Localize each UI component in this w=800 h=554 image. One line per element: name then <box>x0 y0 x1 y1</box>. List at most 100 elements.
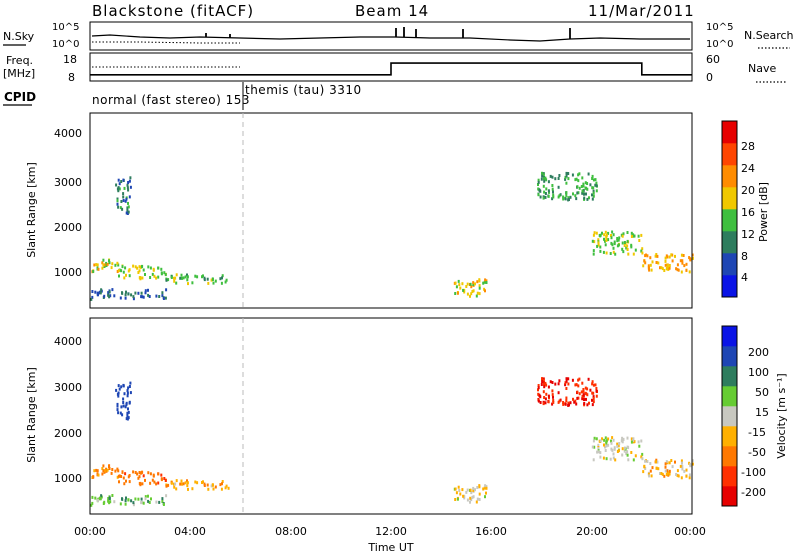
scatter-cell <box>116 270 119 273</box>
scatter-cell <box>537 180 540 184</box>
scatter-cell <box>646 460 649 463</box>
scatter-cell <box>683 469 686 473</box>
scatter-cell <box>163 271 166 275</box>
scatter-cell <box>454 281 457 285</box>
scatter-cell <box>121 291 124 295</box>
scatter-cell <box>538 189 541 192</box>
scatter-cell <box>647 472 650 476</box>
scatter-cell <box>569 195 572 199</box>
scatter-cell <box>605 457 608 461</box>
scatter-cell <box>103 470 106 474</box>
scatter-cell <box>144 495 147 499</box>
scatter-cell <box>565 181 568 185</box>
scatter-cell <box>187 282 189 286</box>
scatter-cell <box>102 464 105 468</box>
scatter-cell <box>141 295 144 299</box>
scatter-cell <box>657 261 660 265</box>
scatter-cell <box>124 199 127 203</box>
scatter-cell <box>649 469 652 473</box>
velocity-ytick-3000: 3000 <box>54 381 82 394</box>
scatter-cell <box>603 233 606 237</box>
power-cb-28: 28 <box>741 140 755 153</box>
scatter-cell <box>103 500 106 504</box>
scatter-cell <box>577 173 580 177</box>
scatter-cell <box>644 254 647 258</box>
scatter-cell <box>129 176 132 180</box>
scatter-cell <box>103 294 106 298</box>
scatter-cell <box>685 262 688 266</box>
scatter-cell <box>539 195 542 199</box>
scatter-cell <box>612 250 615 254</box>
scatter-cell <box>542 184 545 188</box>
scatter-cell <box>668 264 671 267</box>
scatter-cell <box>469 496 472 500</box>
scatter-cell <box>542 402 545 406</box>
scatter-cell <box>462 494 465 498</box>
scatter-cell <box>125 197 128 201</box>
scatter-cell <box>685 468 688 472</box>
scatter-cell <box>564 381 567 385</box>
noise-panel-frame <box>89 21 693 51</box>
scatter-cell <box>682 254 685 257</box>
scatter-cell <box>174 276 177 280</box>
scatter-cell <box>610 234 612 237</box>
scatter-cell <box>588 196 590 200</box>
scatter-cell <box>651 466 654 470</box>
scatter-cell <box>127 210 130 214</box>
scatter-cell <box>577 378 580 382</box>
scatter-cell <box>593 445 596 449</box>
scatter-cell <box>664 462 667 466</box>
scatter-cell <box>122 397 125 401</box>
scatter-cell <box>150 497 152 501</box>
velocity-yticks: 4000 3000 2000 1000 <box>54 335 82 485</box>
scatter-cell <box>122 383 125 387</box>
scatter-cell <box>121 265 124 269</box>
scatter-cell <box>157 472 160 476</box>
scatter-cell <box>134 291 137 295</box>
scatter-cell <box>668 266 671 270</box>
scatter-cell <box>586 403 589 407</box>
scatter-cell <box>126 414 129 418</box>
scatter-cell <box>125 290 127 294</box>
scatter-cell <box>614 458 617 462</box>
scatter-cell <box>551 187 554 191</box>
scatter-cell <box>565 399 568 403</box>
scatter-cell <box>655 458 658 462</box>
power-ytick-1000: 1000 <box>54 266 82 279</box>
scatter-cell <box>137 271 140 274</box>
scatter-cell <box>129 381 132 385</box>
scatter-cell <box>597 450 600 454</box>
scatter-cell <box>123 186 126 190</box>
scatter-cell <box>537 388 539 392</box>
scatter-cell <box>568 198 570 201</box>
scatter-cell <box>664 263 667 267</box>
power-colorbar-ticks: 28 24 20 16 12 8 4 <box>741 140 755 284</box>
scatter-cell <box>161 291 164 295</box>
scatter-cell <box>572 192 574 196</box>
scatter-cell <box>116 475 119 479</box>
scatter-cell <box>541 380 544 383</box>
velocity-ytick-2000: 2000 <box>54 427 82 440</box>
scatter-cell <box>670 459 673 462</box>
scatter-cell <box>547 180 550 184</box>
scatter-cell <box>632 439 635 442</box>
scatter-cell <box>562 401 565 404</box>
scatter-cell <box>574 383 577 387</box>
scatter-cell <box>557 391 560 395</box>
scatter-cell <box>457 485 460 489</box>
scatter-cell <box>125 496 127 500</box>
scatter-cell <box>621 234 624 238</box>
scatter-cell <box>157 481 160 485</box>
scatter-cell <box>685 474 688 478</box>
scatter-cell <box>559 398 562 402</box>
scatter-cell <box>558 194 561 198</box>
scatter-cell <box>94 290 97 294</box>
scatter-cell <box>660 472 663 475</box>
scatter-cell <box>134 497 137 501</box>
scatter-cell <box>149 276 152 279</box>
xtick-0400: 04:00 <box>174 525 206 538</box>
scatter-cell <box>153 480 156 484</box>
power-colorbar <box>722 121 737 298</box>
scatter-cell <box>663 269 666 272</box>
scatter-cell <box>165 494 168 498</box>
